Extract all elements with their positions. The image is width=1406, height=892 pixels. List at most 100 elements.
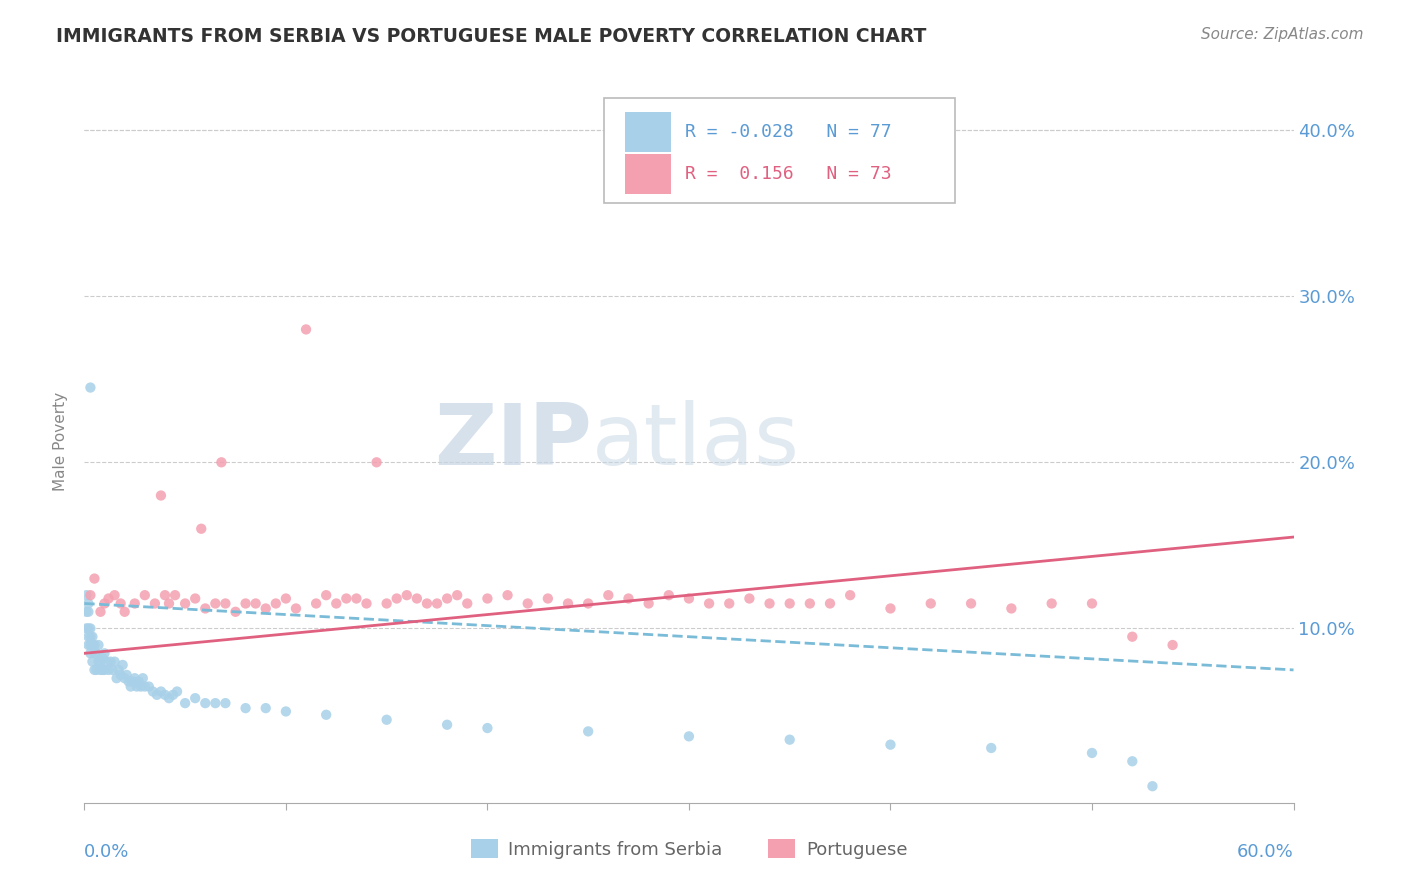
Point bbox=[274, 591, 297, 606]
Point bbox=[100, 655, 122, 669]
Point bbox=[346, 591, 368, 606]
Point bbox=[395, 588, 418, 602]
Point bbox=[77, 605, 100, 619]
Point bbox=[516, 597, 538, 611]
Point bbox=[129, 680, 152, 694]
Point bbox=[406, 591, 429, 606]
Point bbox=[436, 717, 458, 731]
Point bbox=[77, 630, 100, 644]
Text: Source: ZipAtlas.com: Source: ZipAtlas.com bbox=[1201, 27, 1364, 42]
Point bbox=[446, 588, 468, 602]
Point bbox=[184, 591, 207, 606]
Point bbox=[305, 597, 328, 611]
Point bbox=[75, 621, 97, 635]
Point bbox=[1161, 638, 1184, 652]
Point bbox=[366, 455, 388, 469]
Text: 0.0%: 0.0% bbox=[84, 843, 129, 861]
Point bbox=[385, 591, 408, 606]
Point bbox=[174, 696, 197, 710]
Point bbox=[598, 588, 620, 602]
Point bbox=[77, 638, 100, 652]
Point bbox=[799, 597, 821, 611]
Point bbox=[83, 663, 105, 677]
Point bbox=[356, 597, 378, 611]
Point bbox=[285, 601, 308, 615]
Point bbox=[107, 663, 129, 677]
Point bbox=[93, 663, 115, 677]
Point bbox=[456, 597, 478, 611]
Point bbox=[576, 597, 599, 611]
Point bbox=[91, 651, 114, 665]
Point bbox=[142, 684, 165, 698]
Point bbox=[718, 597, 741, 611]
Point bbox=[153, 688, 176, 702]
Point bbox=[86, 663, 108, 677]
Point bbox=[114, 605, 136, 619]
Point bbox=[79, 380, 101, 394]
Point bbox=[375, 713, 398, 727]
Point bbox=[89, 663, 111, 677]
Point bbox=[1040, 597, 1063, 611]
Point bbox=[274, 705, 297, 719]
Point bbox=[245, 597, 267, 611]
FancyBboxPatch shape bbox=[624, 112, 671, 153]
Point bbox=[194, 696, 217, 710]
Point bbox=[83, 572, 105, 586]
Point bbox=[658, 588, 681, 602]
Point bbox=[89, 605, 111, 619]
Point bbox=[235, 597, 257, 611]
Point bbox=[153, 588, 176, 602]
Point bbox=[1121, 630, 1143, 644]
Point bbox=[426, 597, 449, 611]
Point bbox=[96, 655, 118, 669]
Point bbox=[149, 684, 172, 698]
Point bbox=[105, 671, 128, 685]
Point bbox=[128, 674, 150, 689]
Point bbox=[678, 591, 700, 606]
Point bbox=[738, 591, 761, 606]
Point bbox=[315, 707, 337, 722]
Point bbox=[779, 597, 801, 611]
Point bbox=[617, 591, 640, 606]
Point bbox=[104, 588, 127, 602]
Point bbox=[82, 655, 104, 669]
Point bbox=[77, 597, 100, 611]
Point bbox=[97, 591, 120, 606]
Point bbox=[79, 621, 101, 635]
Point bbox=[166, 684, 188, 698]
Point bbox=[209, 455, 232, 469]
Point bbox=[960, 597, 983, 611]
Point bbox=[264, 597, 287, 611]
Point bbox=[97, 663, 120, 677]
Text: atlas: atlas bbox=[592, 400, 800, 483]
Point bbox=[162, 688, 184, 702]
Point bbox=[110, 668, 132, 682]
Point bbox=[132, 671, 155, 685]
Point bbox=[184, 691, 207, 706]
Point bbox=[79, 588, 101, 602]
Point bbox=[839, 588, 862, 602]
Point bbox=[1121, 754, 1143, 768]
Point bbox=[194, 601, 217, 615]
Point bbox=[146, 688, 169, 702]
Point bbox=[115, 668, 138, 682]
Point bbox=[82, 638, 104, 652]
Point bbox=[1081, 746, 1104, 760]
Point bbox=[157, 691, 180, 706]
Text: ZIP: ZIP bbox=[434, 400, 592, 483]
FancyBboxPatch shape bbox=[624, 154, 671, 194]
Point bbox=[1142, 779, 1164, 793]
Point bbox=[818, 597, 841, 611]
Point bbox=[325, 597, 347, 611]
Point bbox=[190, 522, 212, 536]
Point bbox=[124, 671, 146, 685]
Point bbox=[79, 630, 101, 644]
Legend: Immigrants from Serbia, Portuguese: Immigrants from Serbia, Portuguese bbox=[464, 832, 914, 866]
Point bbox=[143, 597, 166, 611]
Point bbox=[416, 597, 439, 611]
Point bbox=[576, 724, 599, 739]
Point bbox=[254, 601, 277, 615]
Point bbox=[89, 655, 111, 669]
Point bbox=[165, 588, 187, 602]
Point bbox=[879, 601, 901, 615]
